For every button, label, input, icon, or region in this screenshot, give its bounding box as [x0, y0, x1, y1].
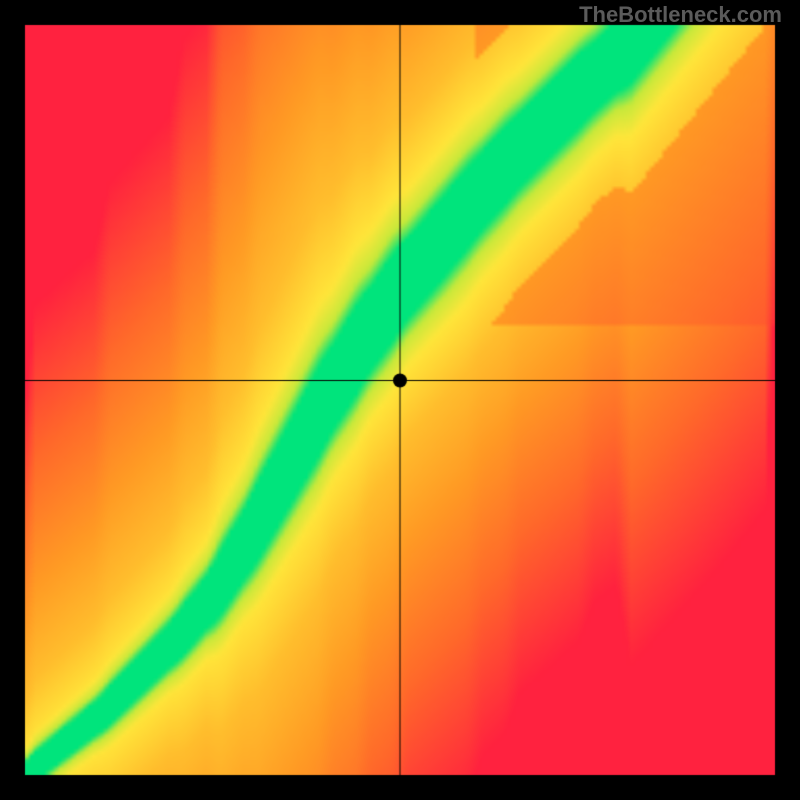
attribution-label: TheBottleneck.com [579, 2, 782, 28]
chart-container: TheBottleneck.com [0, 0, 800, 800]
heatmap-canvas [0, 0, 800, 800]
